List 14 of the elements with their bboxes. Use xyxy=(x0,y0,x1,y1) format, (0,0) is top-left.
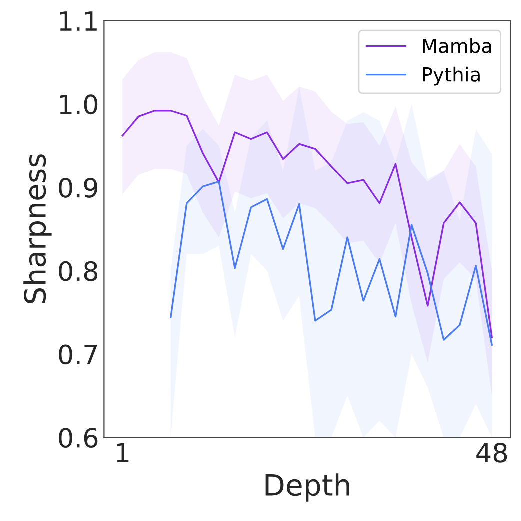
legend-label: Mamba xyxy=(423,38,492,54)
line-series xyxy=(170,180,493,346)
y-axis-title: Sharpness xyxy=(24,154,52,304)
legend-label: Pythia xyxy=(423,66,480,86)
y-tick-label: 0.8 xyxy=(59,261,98,282)
x-tick-label: 48 xyxy=(476,442,508,463)
y-tick-label: 0.7 xyxy=(59,344,98,365)
y-tick-label: 1.0 xyxy=(60,94,98,115)
line-series xyxy=(122,110,493,338)
y-tick-label: 1.1 xyxy=(60,12,97,31)
y-tick-label: 0.6 xyxy=(59,428,98,448)
x-tick-label: 1 xyxy=(117,443,129,463)
y-tick-label: 0.9 xyxy=(59,178,98,198)
x-axis-title: Depth xyxy=(266,474,350,502)
